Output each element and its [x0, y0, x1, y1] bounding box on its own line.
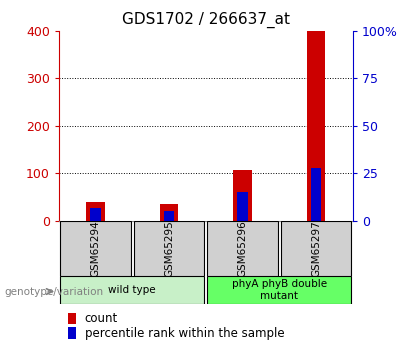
Bar: [87, 202, 105, 221]
Bar: [234, 170, 252, 221]
Bar: [90, 208, 101, 221]
Bar: [281, 221, 351, 276]
Bar: [307, 31, 325, 221]
Bar: [311, 168, 321, 221]
Bar: [164, 211, 174, 221]
Bar: [207, 221, 278, 276]
Text: phyA phyB double
mutant: phyA phyB double mutant: [232, 279, 327, 300]
Bar: [60, 276, 205, 304]
Text: count: count: [84, 312, 118, 325]
Bar: [237, 193, 248, 221]
Title: GDS1702 / 266637_at: GDS1702 / 266637_at: [122, 12, 290, 28]
Text: GSM65294: GSM65294: [91, 220, 100, 277]
Text: GSM65297: GSM65297: [311, 220, 321, 277]
Bar: [68, 313, 76, 324]
Text: GSM65296: GSM65296: [238, 220, 247, 277]
Bar: [60, 221, 131, 276]
Bar: [207, 276, 352, 304]
Text: genotype/variation: genotype/variation: [4, 287, 103, 296]
Text: GSM65295: GSM65295: [164, 220, 174, 277]
Text: wild type: wild type: [108, 285, 156, 295]
Bar: [68, 327, 76, 339]
Bar: [134, 221, 205, 276]
Bar: [160, 204, 178, 221]
Text: percentile rank within the sample: percentile rank within the sample: [84, 327, 284, 340]
